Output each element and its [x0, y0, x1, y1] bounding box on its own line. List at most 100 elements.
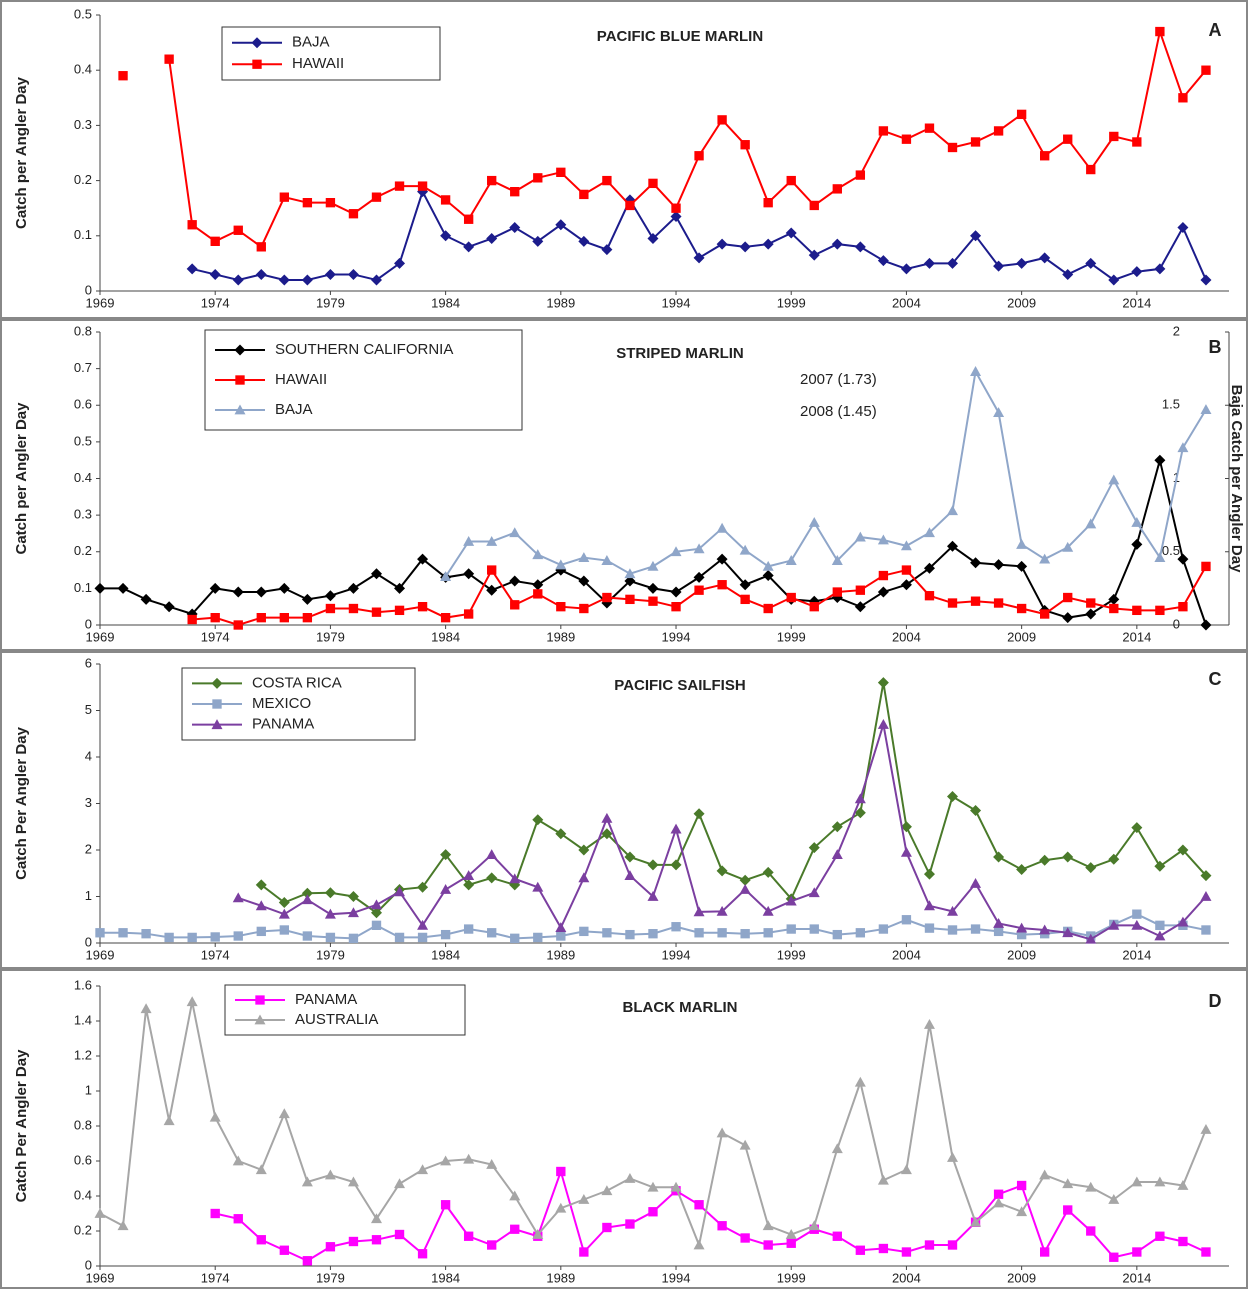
- y-tick-label: 1.4: [74, 1012, 92, 1027]
- data-point: [900, 540, 912, 551]
- data-point: [117, 1220, 129, 1231]
- data-point: [302, 613, 313, 623]
- chart-title: PACIFIC BLUE MARLIN: [597, 28, 763, 45]
- data-point: [325, 1242, 336, 1252]
- data-point: [832, 184, 842, 194]
- data-point: [878, 1243, 889, 1254]
- data-point: [693, 1239, 705, 1250]
- data-point: [232, 586, 244, 598]
- data-point: [993, 1197, 1005, 1208]
- data-point: [1201, 925, 1211, 935]
- legend-label: HAWAII: [292, 55, 344, 72]
- data-point: [510, 186, 520, 197]
- data-point: [255, 900, 267, 911]
- data-point: [394, 582, 406, 594]
- data-point: [878, 924, 889, 934]
- data-point: [740, 929, 750, 939]
- data-point: [278, 908, 290, 919]
- data-point: [371, 920, 382, 931]
- data-point: [786, 175, 796, 186]
- data-point: [302, 198, 313, 208]
- data-point: [854, 601, 866, 613]
- data-point: [671, 602, 681, 612]
- y-tick-label: 1: [85, 1082, 92, 1097]
- data-point: [671, 203, 681, 213]
- data-point: [555, 922, 567, 933]
- data-point: [1200, 870, 1212, 882]
- data-point: [370, 907, 382, 919]
- data-point: [394, 886, 406, 897]
- legend-label: PANAMA: [252, 716, 314, 733]
- x-tick-label: 1999: [777, 629, 806, 644]
- data-point: [302, 1256, 313, 1266]
- data-point: [394, 605, 405, 616]
- data-point: [533, 589, 543, 599]
- data-point: [670, 546, 682, 557]
- data-point: [832, 587, 842, 597]
- data-point: [324, 887, 336, 899]
- data-point: [993, 260, 1005, 272]
- data-point: [1155, 1231, 1165, 1241]
- data-point: [347, 268, 359, 280]
- panel-label: C: [1209, 669, 1222, 689]
- data-point: [486, 872, 498, 884]
- data-point: [947, 505, 959, 516]
- data-point: [1062, 612, 1074, 624]
- y-tick-label: 0: [85, 1257, 92, 1272]
- data-point: [900, 263, 912, 275]
- data-point: [670, 210, 682, 222]
- data-point: [740, 594, 750, 605]
- data-point: [717, 1221, 727, 1231]
- data-point: [601, 828, 613, 840]
- data-point: [1062, 541, 1074, 552]
- data-point: [301, 894, 313, 905]
- data-point: [187, 932, 197, 943]
- data-point: [278, 582, 290, 594]
- data-point: [394, 932, 405, 943]
- data-point: [532, 881, 544, 892]
- data-point: [648, 1207, 658, 1217]
- data-point: [716, 865, 728, 877]
- data-point: [255, 879, 267, 891]
- data-point: [347, 582, 359, 594]
- data-point: [486, 849, 498, 860]
- legend-marker: [251, 37, 263, 49]
- data-point: [417, 602, 428, 612]
- legend-marker: [254, 1014, 266, 1025]
- data-point: [694, 1200, 704, 1210]
- data-point: [486, 584, 498, 596]
- x-tick-label: 2014: [1122, 947, 1151, 962]
- data-point: [947, 1152, 959, 1162]
- data-point: [762, 905, 774, 916]
- legend-marker: [234, 344, 246, 356]
- data-point: [255, 586, 267, 598]
- data-point: [831, 238, 843, 250]
- data-point: [1154, 860, 1166, 872]
- x-tick-label: 2009: [1007, 947, 1036, 962]
- y-tick-label: 1.6: [74, 977, 92, 992]
- data-point: [324, 268, 336, 280]
- data-point: [1085, 518, 1097, 529]
- data-point: [509, 1190, 521, 1201]
- data-point: [463, 1231, 474, 1241]
- data-point: [325, 198, 336, 208]
- x-tick-label: 1969: [86, 1270, 115, 1285]
- data-point: [786, 1238, 796, 1248]
- data-point: [1201, 561, 1211, 572]
- y-tick-label: 0.2: [74, 543, 92, 558]
- data-point: [947, 925, 958, 935]
- data-point: [739, 874, 751, 886]
- data-point: [186, 263, 198, 275]
- legend-label: MEXICO: [252, 695, 311, 712]
- data-point: [624, 870, 636, 880]
- data-point: [278, 274, 290, 286]
- x-tick-label: 1994: [662, 947, 691, 962]
- data-point: [900, 821, 912, 833]
- data-point: [1155, 920, 1165, 931]
- data-point: [808, 249, 820, 261]
- data-point: [1131, 516, 1143, 527]
- chart-title: PACIFIC SAILFISH: [614, 677, 745, 694]
- data-point: [970, 877, 982, 888]
- data-point: [855, 585, 866, 595]
- data-point: [1063, 1205, 1073, 1215]
